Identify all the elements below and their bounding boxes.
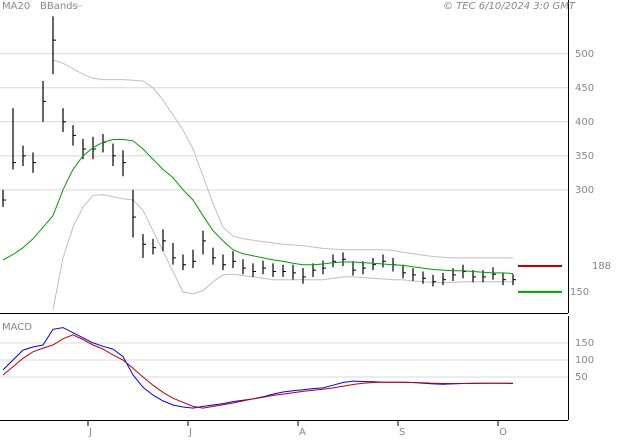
y-tick-label: 400: [575, 117, 594, 128]
x-tick-label: O: [499, 427, 507, 438]
panel-title: MACD: [2, 322, 32, 333]
legend-entry: MA20: [2, 1, 30, 12]
ma-line: [2, 139, 514, 274]
x-tick-label: S: [399, 427, 405, 438]
x-tick-label: J: [88, 427, 92, 438]
y-tick-label: 500: [575, 49, 594, 60]
x-tick-label: J: [188, 427, 192, 438]
band-lower: [52, 194, 513, 310]
y-tick-label: 350: [575, 151, 594, 162]
source-note: © TEC 6/10/2024 3:0 GMT: [443, 1, 576, 12]
legend-entry: BBands: [40, 1, 78, 12]
y-tick-label: 50: [575, 372, 588, 383]
macd-line: [2, 334, 513, 409]
level-label: 150: [570, 287, 589, 298]
y-tick-label: 300: [575, 185, 594, 196]
x-tick-label: A: [299, 427, 306, 438]
y-tick-label: 150: [575, 338, 594, 349]
band-upper: [52, 59, 513, 259]
y-tick-label: 450: [575, 83, 594, 94]
y-tick-label: 100: [575, 355, 594, 366]
level-label: 188: [592, 261, 611, 272]
